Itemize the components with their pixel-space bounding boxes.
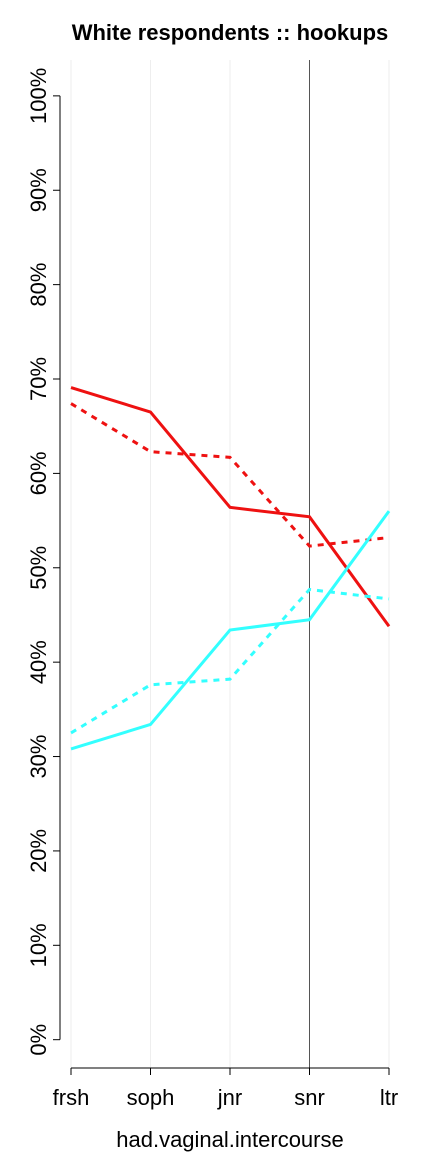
chart-title: White respondents :: hookups bbox=[72, 20, 389, 45]
y-tick-label: 60% bbox=[26, 451, 51, 495]
y-tick-label: 90% bbox=[26, 168, 51, 212]
x-tick-label: snr bbox=[294, 1085, 325, 1110]
x-tick-label: ltr bbox=[380, 1085, 398, 1110]
y-tick-label: 40% bbox=[26, 640, 51, 684]
y-tick-label: 30% bbox=[26, 735, 51, 779]
y-tick-label: 20% bbox=[26, 829, 51, 873]
y-tick-label: 70% bbox=[26, 357, 51, 401]
y-tick-label: 0% bbox=[26, 1024, 51, 1056]
series-line bbox=[70, 510, 391, 751]
series-line bbox=[70, 386, 391, 628]
series-line bbox=[70, 587, 390, 735]
x-axis-label: had.vaginal.intercourse bbox=[116, 1127, 343, 1152]
series-line bbox=[70, 402, 390, 548]
y-tick-label: 10% bbox=[26, 923, 51, 967]
x-tick-label: soph bbox=[127, 1085, 175, 1110]
y-tick-label: 100% bbox=[26, 68, 51, 124]
y-tick-label: 80% bbox=[26, 263, 51, 307]
x-tick-label: frsh bbox=[53, 1085, 90, 1110]
x-tick-label: jnr bbox=[217, 1085, 242, 1110]
y-tick-label: 50% bbox=[26, 546, 51, 590]
